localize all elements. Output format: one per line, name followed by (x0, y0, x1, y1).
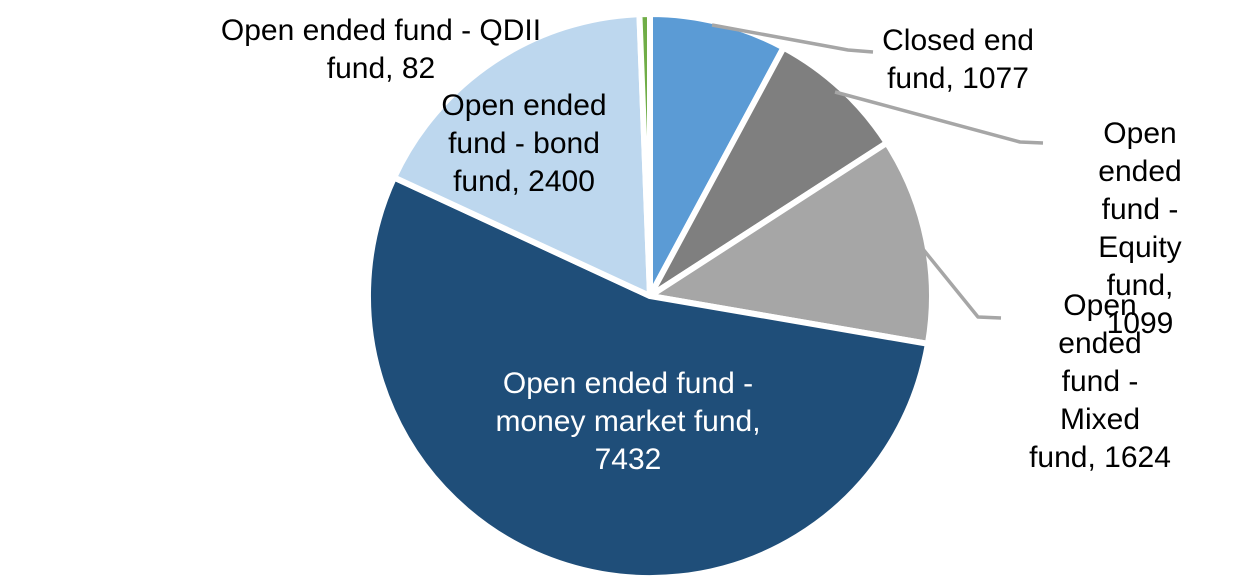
pie-slice-mixed-fund (647, 139, 935, 347)
pie-slice-equity-fund (647, 44, 890, 299)
data-label-bond-fund: Open ended fund - bond fund, 2400 (441, 89, 607, 198)
pie-slice-closed-end-fund (647, 10, 787, 299)
leader-line-mixed-fund (916, 241, 1002, 320)
pie-slice-qdii-fund (636, 11, 653, 299)
pie-slice-money-market-fund (364, 174, 931, 581)
leader-line-equity-fund (834, 90, 1044, 145)
data-label-equity-fund: Open ended fund - Equity fund, 1099 (1098, 117, 1182, 340)
data-label-money-market-fund: Open ended fund - money market fund, 743… (495, 367, 761, 476)
data-label-qdii-fund: Open ended fund - QDII fund, 82 (220, 14, 542, 85)
data-label-closed-end-fund: Closed end fund, 1077 (882, 24, 1034, 95)
data-label-mixed-fund: Open ended fund - Mixed fund, 1624 (1029, 289, 1171, 474)
leader-line-closed-end-fund (711, 23, 874, 54)
pie-slice-bond-fund (391, 11, 653, 299)
